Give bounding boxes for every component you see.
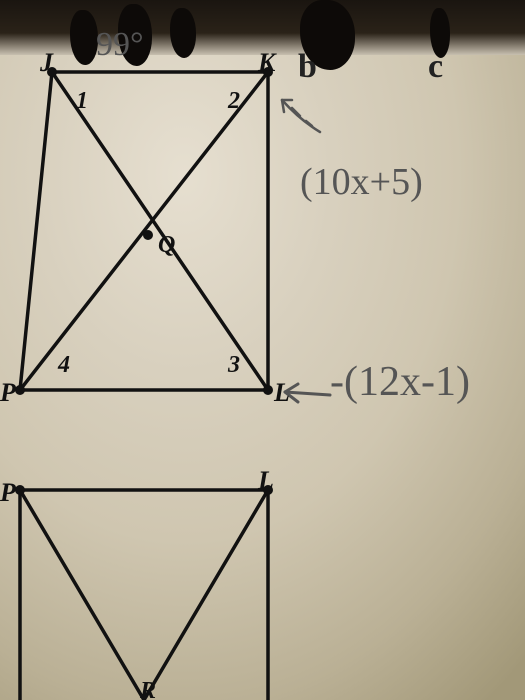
printed-c: c xyxy=(428,48,443,86)
fig1-label-K: K xyxy=(258,48,275,78)
fig1-label-a1: 1 xyxy=(76,88,88,115)
fig1-label-L: L xyxy=(274,378,290,408)
fig2-label-L: L xyxy=(258,466,274,496)
fig1-label-a4: 4 xyxy=(58,352,70,379)
fig1-label-P: P xyxy=(0,378,16,408)
fig1-label-Q: Q xyxy=(158,232,175,259)
hand-expr-12x-minus-1: -(12x-1) xyxy=(330,358,470,406)
hand-99deg: 99° xyxy=(96,26,144,64)
figure-2-rectangle-triangle xyxy=(15,485,273,700)
fig2-label-R: R xyxy=(140,678,156,700)
figure-1-rectangle-diagonals xyxy=(15,67,273,395)
fig2-label-P: P xyxy=(0,478,16,508)
fig1-label-a3: 3 xyxy=(228,352,240,379)
handwriting-strokes xyxy=(282,100,330,402)
hand-expr-10x-plus-5: (10x+5) xyxy=(300,160,423,204)
fig1-label-J: J xyxy=(40,48,53,78)
printed-b: b xyxy=(298,48,317,86)
fig1-label-a2: 2 xyxy=(228,88,240,115)
